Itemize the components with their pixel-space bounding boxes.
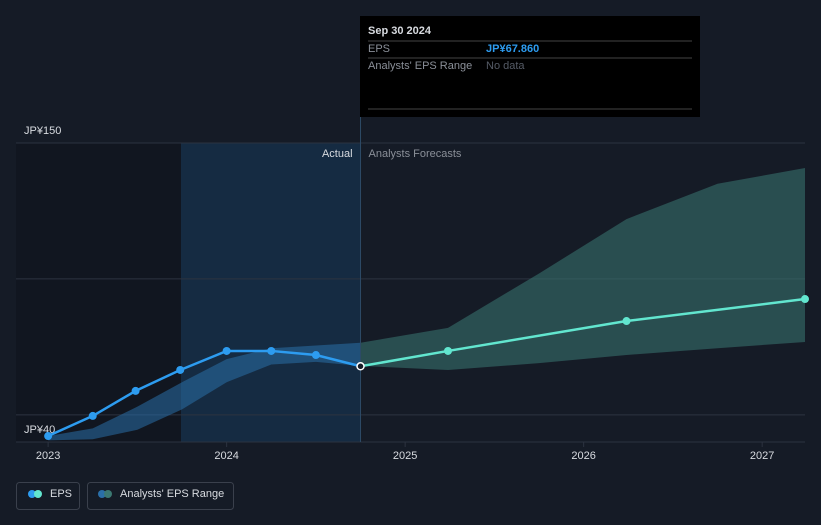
tooltip-box	[360, 16, 700, 117]
legend-swatch	[98, 490, 106, 498]
tooltip-label: EPS	[368, 43, 390, 55]
y-tick-label: JP¥150	[24, 125, 61, 137]
eps-point	[44, 432, 53, 441]
legend-swatch	[28, 490, 36, 498]
eps-point	[88, 411, 97, 420]
forecast-label: Analysts Forecasts	[369, 148, 462, 160]
tooltip-label: Analysts' EPS Range	[368, 60, 472, 72]
actual-label: Actual	[322, 148, 353, 160]
legend-swatch	[104, 490, 112, 498]
x-tick-label: 2025	[393, 450, 417, 462]
x-tick-label: 2024	[214, 450, 238, 462]
eps-range	[360, 168, 805, 370]
legend: EPS Analysts' EPS Range	[16, 482, 234, 510]
x-tick-label: 2023	[36, 450, 60, 462]
legend-label: EPS	[50, 488, 72, 500]
x-tick-label: 2027	[750, 450, 774, 462]
legend-label: Analysts' EPS Range	[120, 488, 224, 500]
tooltip-value: No data	[486, 60, 525, 72]
legend-swatch	[34, 490, 42, 498]
eps-range	[48, 342, 361, 441]
legend-item[interactable]	[16, 482, 80, 510]
tooltip-date: Sep 30 2024	[368, 25, 432, 37]
past-shade	[16, 143, 181, 442]
eps-point	[622, 317, 631, 326]
actual-highlight	[181, 143, 361, 442]
tooltip-value: JP¥67.860	[486, 43, 539, 55]
eps-point	[356, 362, 365, 371]
legend-item[interactable]	[87, 482, 234, 510]
eps-point	[311, 351, 320, 360]
eps-point	[176, 365, 185, 374]
eps-point	[443, 346, 452, 355]
eps-line	[360, 297, 806, 368]
eps-point	[801, 295, 809, 304]
eps-point	[222, 346, 231, 355]
x-tick-label: 2026	[571, 450, 595, 462]
eps-line	[47, 349, 361, 438]
tooltip: Sep 30 2024 EPS JP¥67.860 Analysts' EPS …	[360, 16, 700, 117]
eps-point	[131, 386, 140, 395]
eps-point	[267, 346, 276, 355]
